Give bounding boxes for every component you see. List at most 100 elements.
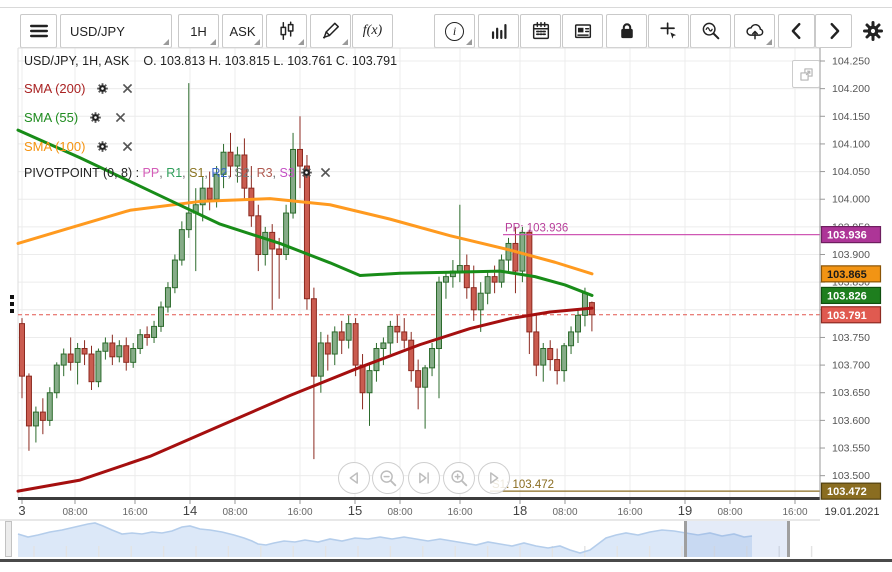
indicator-row-sma200: SMA (200): [24, 81, 135, 96]
side-label: ASK: [229, 23, 256, 39]
draw-tools-button[interactable]: [310, 14, 351, 48]
function-icon: f(x): [362, 23, 383, 38]
svg-text:16:00: 16:00: [447, 507, 472, 518]
chart-type-button[interactable]: [266, 14, 307, 48]
svg-text:104.050: 104.050: [832, 166, 870, 178]
pivot-level-s1: S1: [189, 165, 205, 180]
candles: [19, 83, 595, 460]
chart-legend-header: USD/JPY, 1H, ASK O. 103.813 H. 103.815 L…: [24, 54, 397, 68]
play-to-end-icon: [413, 467, 435, 489]
sma100-label: SMA (100): [24, 139, 86, 154]
pivot-pp-line: PP: 103.936: [503, 223, 820, 236]
price-badge-103.865: [820, 265, 882, 283]
time-axis[interactable]: 3 08:00 16:00 14 08:00 16:00 15 08:00 16:00 18 08:…: [18, 500, 880, 518]
panel-borders: [0, 47, 892, 562]
playback-step-back-button[interactable]: [338, 462, 370, 494]
pivot-sep: ,: [272, 165, 280, 180]
open-in-window-icon: [797, 65, 816, 84]
lock-button[interactable]: [606, 14, 647, 48]
news-button[interactable]: [562, 14, 603, 48]
svg-text:16:00: 16:00: [122, 507, 147, 518]
pivot-remove-icon[interactable]: [318, 165, 333, 180]
svg-text:08:00: 08:00: [552, 507, 577, 518]
detach-chart-button[interactable]: [792, 60, 820, 88]
side-select[interactable]: ASK: [222, 14, 263, 48]
instrument-label: USD/JPY: [70, 23, 125, 39]
indicator-row-sma55: SMA (55): [24, 110, 128, 125]
info-button[interactable]: i: [434, 14, 475, 48]
svg-text:14: 14: [183, 503, 197, 518]
info-icon: i: [445, 21, 464, 41]
svg-text:103.472: 103.472: [827, 486, 867, 498]
price-badge-103.472: [820, 482, 882, 500]
period-label: 1H: [190, 23, 207, 39]
svg-text:103.826: 103.826: [827, 290, 867, 302]
triangle-right-icon: [483, 467, 505, 489]
svg-text:08:00: 08:00: [717, 507, 742, 518]
price-axis-drag-handle[interactable]: [10, 295, 14, 313]
playback-zoom-out-button[interactable]: [372, 462, 404, 494]
cloud-upload-button[interactable]: [734, 14, 775, 48]
overview-left-scroll-handle[interactable]: [5, 521, 12, 557]
date-label: 19.01.2021: [824, 506, 879, 518]
svg-text:103.550: 103.550: [832, 443, 870, 455]
overview-line: [17, 522, 753, 554]
crosshair-button[interactable]: [648, 14, 689, 48]
svg-text:104.150: 104.150: [832, 111, 870, 123]
svg-text:103.650: 103.650: [832, 387, 870, 399]
pivot-level-r1: R1: [166, 165, 183, 180]
scroll-right-button[interactable]: [815, 14, 852, 48]
svg-text:16:00: 16:00: [617, 507, 642, 518]
sma200-remove-icon[interactable]: [120, 81, 135, 96]
playback-zoom-in-button[interactable]: [443, 462, 475, 494]
indicators-button[interactable]: f(x): [352, 14, 393, 48]
pivot-colon: :: [132, 165, 143, 180]
sma200-label: SMA (200): [24, 81, 86, 96]
playback-play-button[interactable]: [478, 462, 510, 494]
pivot-settings-gear-icon[interactable]: [299, 165, 314, 180]
pivot-level-r3: R3: [256, 165, 273, 180]
chart-title: USD/JPY, 1H, ASK: [24, 54, 130, 68]
sma55-remove-icon[interactable]: [113, 110, 128, 125]
sma100-settings-gear-icon[interactable]: [95, 139, 110, 154]
svg-text:19: 19: [678, 503, 692, 518]
svg-text:08:00: 08:00: [387, 507, 412, 518]
overview-handle-left[interactable]: [684, 521, 687, 557]
zoom-sample-button[interactable]: [690, 14, 731, 48]
svg-text:103.865: 103.865: [827, 269, 867, 281]
triangle-left-icon: [343, 467, 365, 489]
sma-line-sma-55: [16, 128, 594, 297]
svg-text:104.000: 104.000: [832, 194, 870, 206]
pivot-level-r2: R2: [211, 165, 228, 180]
volume-button[interactable]: [478, 14, 519, 48]
settings-button[interactable]: [858, 14, 888, 48]
svg-text:16:00: 16:00: [782, 507, 807, 518]
overview-selection[interactable]: [686, 521, 788, 557]
overview-handle-right[interactable]: [787, 521, 790, 557]
magnifier-plus-icon: [448, 467, 470, 489]
sma200-settings-gear-icon[interactable]: [95, 81, 110, 96]
overview-strip[interactable]: [17, 521, 813, 557]
svg-text:104.250: 104.250: [832, 55, 870, 67]
svg-text:103.500: 103.500: [832, 470, 870, 482]
sma100-remove-icon[interactable]: [120, 139, 135, 154]
chart-grid: [18, 48, 820, 498]
svg-text:16:00: 16:00: [287, 507, 312, 518]
pivot-sep: ,: [249, 165, 257, 180]
price-badge-103.791: [820, 306, 882, 324]
playback-play-to-end-button[interactable]: [408, 462, 440, 494]
top-divider: [0, 7, 892, 8]
price-badge-103.826: [820, 286, 882, 305]
sma55-settings-gear-icon[interactable]: [88, 110, 103, 125]
indicator-row-pivotpoint: PIVOTPOINT (0, 8) : PP, R1, S1, R2, S2, …: [24, 165, 333, 180]
scroll-left-button[interactable]: [778, 14, 815, 48]
svg-text:3: 3: [18, 503, 25, 518]
sma-line-sma-100: [16, 197, 594, 276]
period-select[interactable]: 1H: [178, 14, 219, 48]
ohlc-readout: O. 103.813 H. 103.815 L. 103.761 C. 103.…: [143, 54, 398, 68]
indicator-row-sma100: SMA (100): [24, 139, 135, 154]
svg-text:18: 18: [513, 503, 527, 518]
svg-text:08:00: 08:00: [222, 507, 247, 518]
